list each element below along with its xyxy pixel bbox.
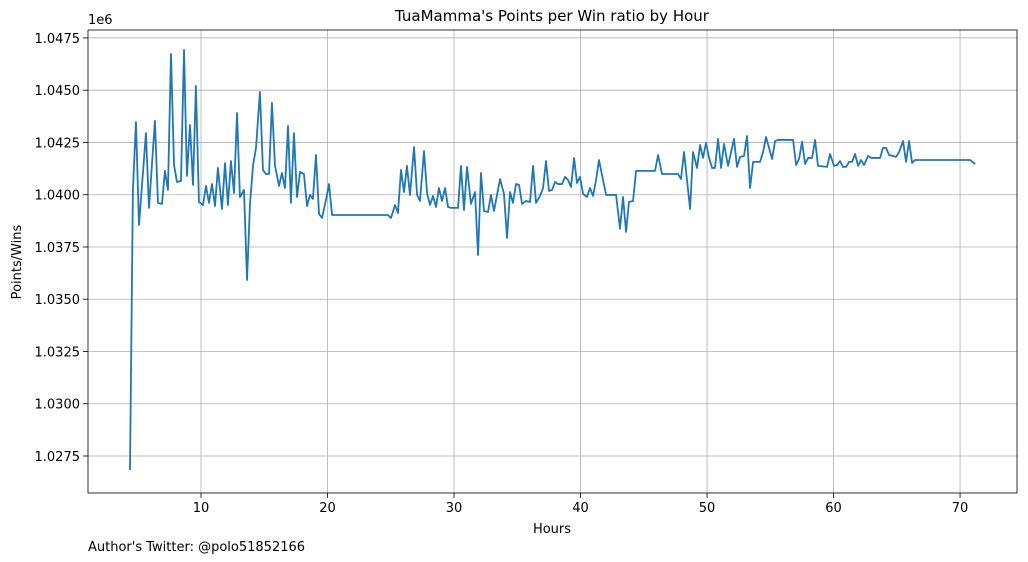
data-line bbox=[129, 48, 976, 471]
y-tick-label: 1.0450 bbox=[35, 84, 81, 99]
chart-title: TuaMamma's Points per Win ratio by Hour bbox=[394, 7, 710, 25]
y-tick-label: 1.0475 bbox=[35, 32, 81, 47]
y-tick-label: 1.0350 bbox=[35, 293, 81, 308]
x-tick-label: 10 bbox=[193, 501, 210, 516]
x-tick-label: 60 bbox=[825, 501, 842, 516]
x-tick-label: 50 bbox=[699, 501, 716, 516]
x-tick-label: 30 bbox=[446, 501, 463, 516]
y-tick-label: 1.0300 bbox=[35, 398, 81, 413]
footnote: Author's Twitter: @polo51852166 bbox=[88, 540, 305, 555]
x-tick-label: 70 bbox=[952, 501, 969, 516]
y-tick-label: 1.0325 bbox=[35, 345, 81, 360]
y-axis-label: Points/Wins bbox=[10, 224, 25, 299]
x-tick-label: 40 bbox=[572, 501, 589, 516]
y-offset-label: 1e6 bbox=[88, 13, 113, 28]
y-tick-label: 1.0425 bbox=[35, 136, 81, 151]
y-tick-label: 1.0275 bbox=[35, 450, 81, 465]
y-tick-label: 1.0400 bbox=[35, 189, 81, 204]
x-tick-label: 20 bbox=[319, 501, 336, 516]
plot-frame bbox=[87, 29, 1018, 494]
y-tick-label: 1.0375 bbox=[35, 241, 81, 256]
x-axis-label: Hours bbox=[533, 522, 571, 537]
